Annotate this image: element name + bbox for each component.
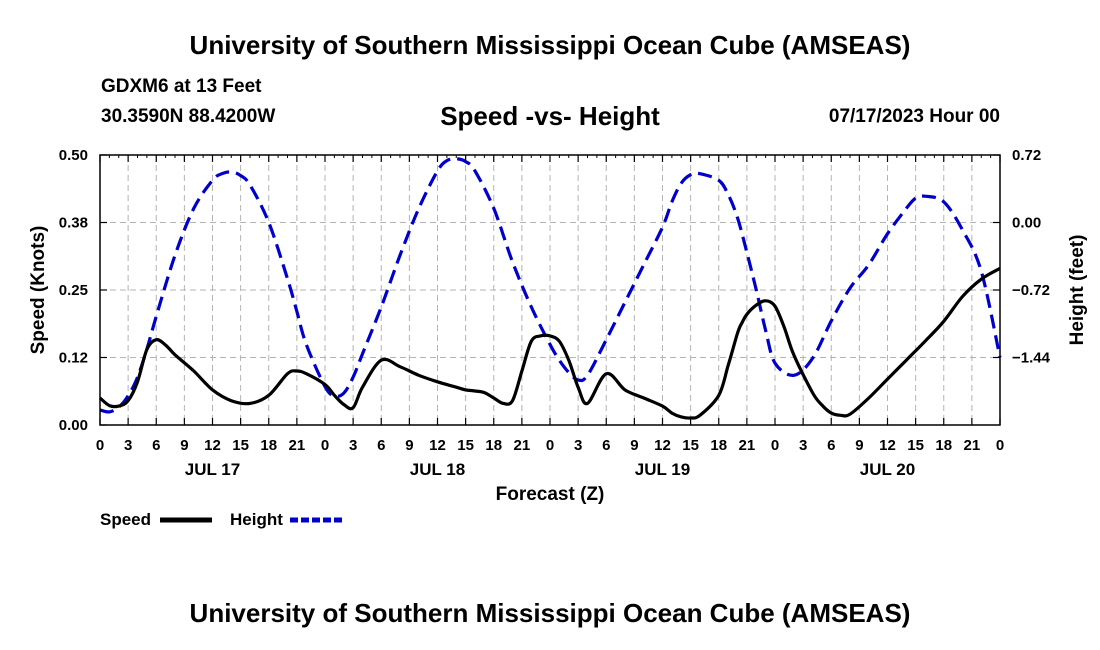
x-tick-label: 6 <box>602 437 610 454</box>
chart-subtitle: Speed -vs- Height <box>440 101 660 131</box>
x-tick-label: 0 <box>96 437 104 454</box>
x-tick-label: 12 <box>879 437 896 454</box>
y-tick-label-right: −0.72 <box>1012 282 1050 299</box>
y-tick-label-right: −1.44 <box>1012 350 1051 367</box>
footer-title: University of Southern Mississippi Ocean… <box>189 598 911 628</box>
x-tick-label: 18 <box>260 437 277 454</box>
x-tick-label: 0 <box>321 437 329 454</box>
x-tick-label: 12 <box>429 437 446 454</box>
forecast-datetime: 07/17/2023 Hour 00 <box>828 106 1000 127</box>
legend-label-height: Height <box>230 510 283 529</box>
axes: 0 3 6 9 12 15 18 21 0 3 6 9 12 15 18 21 0 3 6 9 12 15 18 21 0 3 6 9… <box>59 147 1051 479</box>
y-axis-label-left: Speed (Knots) <box>28 226 49 355</box>
x-tick-label: 18 <box>710 437 727 454</box>
series-line-speed <box>98 267 1001 420</box>
x-tick-label: 15 <box>232 437 249 454</box>
x-tick-label: 0 <box>996 437 1004 454</box>
x-day-label: JUL 20 <box>860 460 915 479</box>
x-tick-label: 15 <box>682 437 699 454</box>
y-tick-label-left: 0.00 <box>59 417 88 434</box>
x-tick-label: 9 <box>630 437 638 454</box>
x-day-label: JUL 19 <box>635 460 690 479</box>
x-day-label: JUL 18 <box>410 460 465 479</box>
series-layer <box>98 157 1002 420</box>
x-tick-label: 0 <box>546 437 554 454</box>
x-tick-label: 18 <box>935 437 952 454</box>
series-line-height <box>99 157 1002 414</box>
x-tick-label: 21 <box>514 437 531 454</box>
x-day-label: JUL 17 <box>185 460 240 479</box>
x-tick-label: 12 <box>654 437 671 454</box>
x-tick-label: 3 <box>349 437 357 454</box>
station-coordinates: 30.3590N 88.4200W <box>101 106 276 127</box>
x-tick-label: 15 <box>907 437 924 454</box>
x-tick-label: 12 <box>204 437 221 454</box>
x-tick-label: 6 <box>152 437 160 454</box>
x-tick-label: 15 <box>457 437 474 454</box>
x-tick-label: 21 <box>964 437 981 454</box>
y-axis-label-right: Height (feet) <box>1067 235 1088 346</box>
x-tick-label: 9 <box>180 437 188 454</box>
y-tick-label-right: 0.00 <box>1012 215 1041 232</box>
x-tick-label: 18 <box>485 437 502 454</box>
y-tick-label-left: 0.25 <box>59 282 88 299</box>
y-tick-label-right: 0.72 <box>1012 147 1041 164</box>
y-tick-label-left: 0.12 <box>59 350 88 367</box>
x-tick-label: 9 <box>405 437 413 454</box>
legend: Speed Height <box>100 510 342 529</box>
y-tick-label-left: 0.50 <box>59 147 88 164</box>
x-tick-label: 3 <box>574 437 582 454</box>
x-axis-label: Forecast (Z) <box>496 484 605 505</box>
x-tick-label: 6 <box>827 437 835 454</box>
x-tick-label: 3 <box>799 437 807 454</box>
y-tick-label-left: 0.38 <box>59 215 88 232</box>
chart-main-title: University of Southern Mississippi Ocean… <box>189 30 911 60</box>
x-tick-label: 6 <box>377 437 385 454</box>
legend-label-speed: Speed <box>100 510 151 529</box>
x-tick-label: 3 <box>124 437 132 454</box>
x-tick-label: 9 <box>855 437 863 454</box>
station-label: GDXM6 at 13 Feet <box>101 76 262 97</box>
x-tick-label: 0 <box>771 437 779 454</box>
x-tick-label: 21 <box>739 437 756 454</box>
grid <box>100 155 1000 425</box>
x-tick-label: 21 <box>289 437 306 454</box>
